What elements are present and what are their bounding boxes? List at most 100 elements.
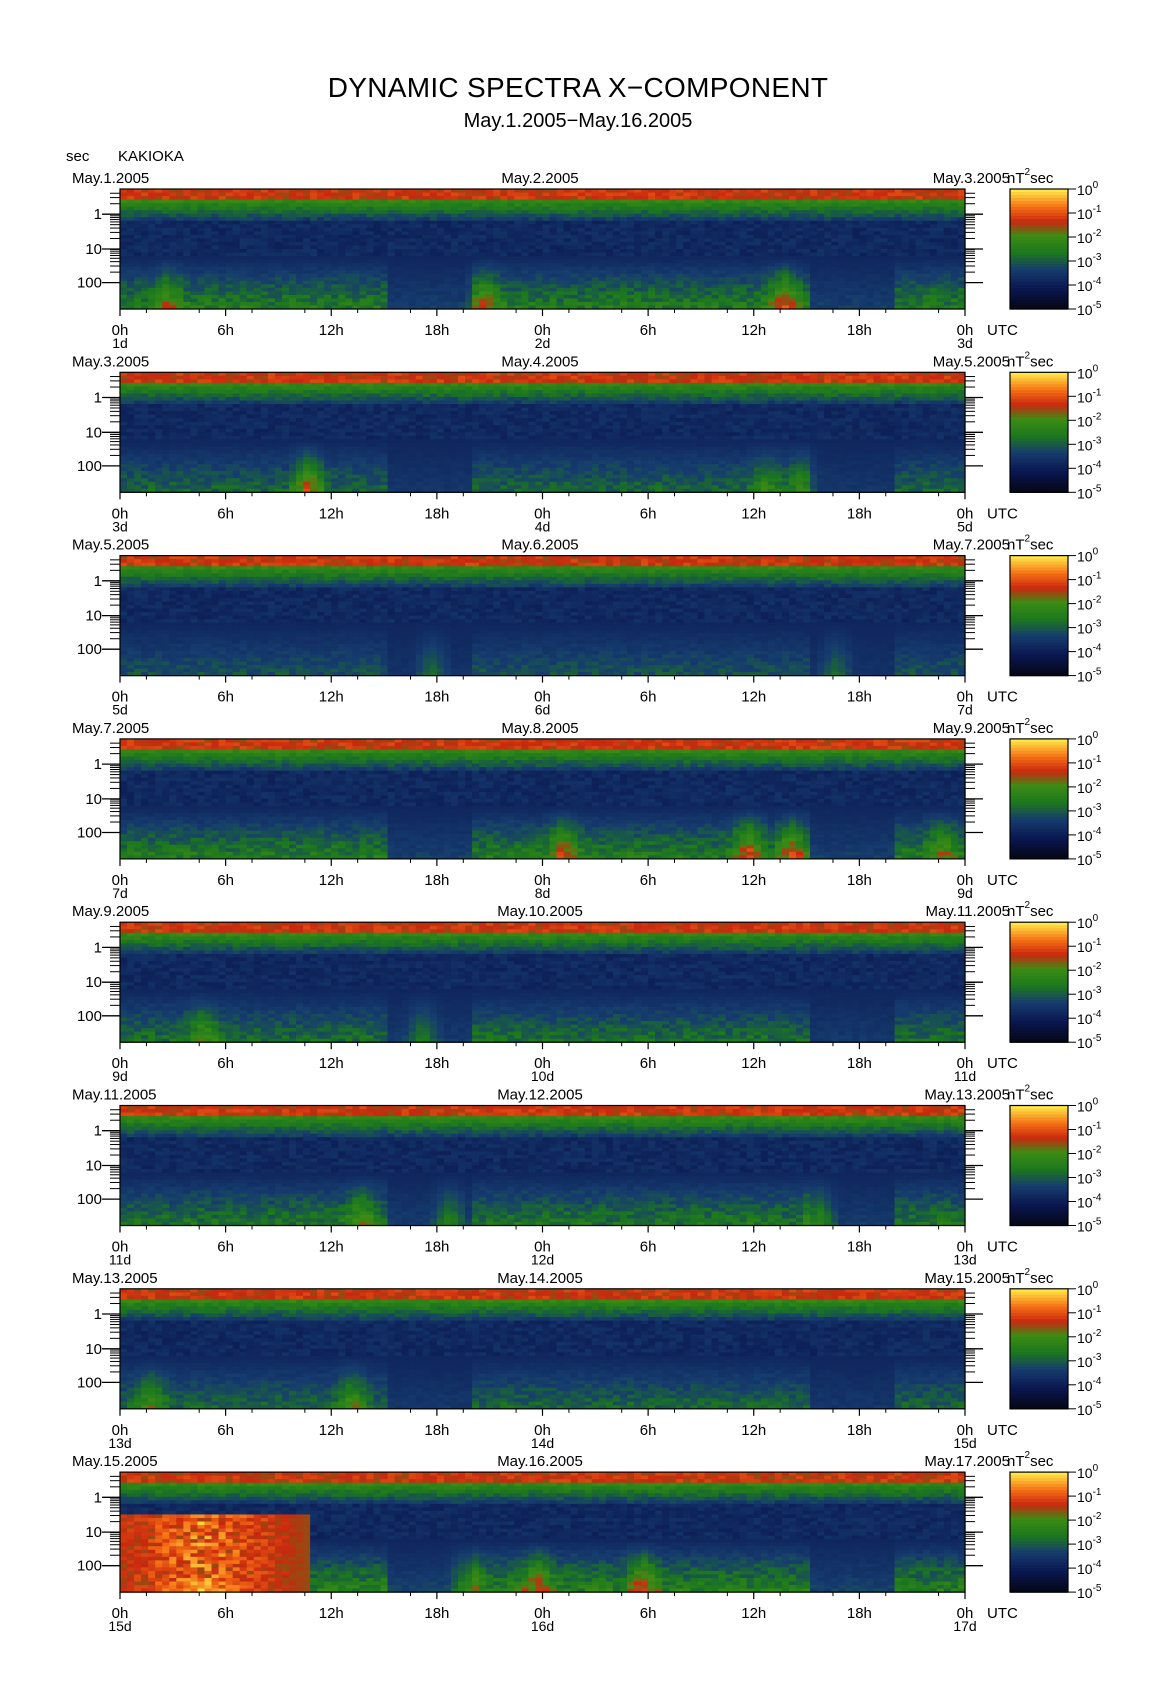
heatmap-cell bbox=[148, 267, 156, 271]
heatmap-cell bbox=[155, 200, 163, 204]
heatmap-cell bbox=[268, 263, 276, 267]
heatmap-cell bbox=[127, 298, 135, 302]
heatmap-cell bbox=[240, 302, 248, 306]
heatmap-cell bbox=[155, 228, 163, 232]
heatmap-cell bbox=[240, 260, 248, 264]
heatmap-cell bbox=[324, 277, 332, 281]
heatmap-cell bbox=[134, 253, 142, 257]
heatmap-cell bbox=[254, 217, 262, 221]
heatmap-cell bbox=[183, 284, 191, 288]
heatmap-cell bbox=[324, 221, 332, 225]
heatmap-cell bbox=[141, 270, 149, 274]
heatmap-cell bbox=[120, 193, 128, 197]
heatmap-cell bbox=[268, 196, 276, 200]
heatmap-cell bbox=[254, 260, 262, 264]
heatmap-cell bbox=[169, 260, 177, 264]
heatmap-cell bbox=[169, 231, 177, 235]
heatmap-cell bbox=[190, 295, 198, 299]
heatmap-cell bbox=[268, 200, 276, 204]
heatmap-cell bbox=[190, 217, 198, 221]
heatmap-cell bbox=[289, 231, 297, 235]
heatmap-cell bbox=[162, 298, 170, 302]
heatmap-cell bbox=[296, 200, 304, 204]
heatmap-cell bbox=[317, 295, 325, 299]
heatmap-cell bbox=[303, 256, 311, 260]
heatmap-cell bbox=[120, 189, 128, 193]
heatmap-cell bbox=[282, 281, 290, 285]
heatmap-cell bbox=[289, 203, 297, 207]
heatmap-cell bbox=[296, 302, 304, 306]
heatmap-cell bbox=[275, 189, 283, 193]
heatmap-cell bbox=[289, 217, 297, 221]
heatmap-cell bbox=[169, 267, 177, 271]
heatmap-cell bbox=[233, 281, 241, 285]
heatmap-cell bbox=[289, 267, 297, 271]
heatmap-cell bbox=[296, 270, 304, 274]
heatmap-cell bbox=[268, 210, 276, 214]
heatmap-cell bbox=[240, 214, 248, 218]
heatmap-cell bbox=[296, 263, 304, 267]
heatmap-cell bbox=[183, 274, 191, 278]
heatmap-cell bbox=[219, 263, 227, 267]
heatmap-cell bbox=[261, 245, 269, 249]
heatmap-cell bbox=[205, 217, 213, 221]
heatmap-cell bbox=[127, 193, 135, 197]
heatmap-cell bbox=[212, 253, 220, 257]
heatmap-cell bbox=[190, 228, 198, 232]
heatmap-cell bbox=[134, 189, 142, 193]
heatmap-cell bbox=[324, 253, 332, 257]
heatmap-cell bbox=[317, 221, 325, 225]
heatmap-cell bbox=[169, 245, 177, 249]
heatmap-cell bbox=[247, 200, 255, 204]
heatmap-cell bbox=[148, 256, 156, 260]
heatmap-cell bbox=[190, 284, 198, 288]
heatmap-cell bbox=[197, 267, 205, 271]
heatmap-cell bbox=[240, 238, 248, 242]
heatmap-cell bbox=[183, 270, 191, 274]
heatmap-cell bbox=[183, 235, 191, 239]
heatmap-cell bbox=[183, 221, 191, 225]
heatmap-cell bbox=[296, 277, 304, 281]
heatmap-cell bbox=[268, 238, 276, 242]
heatmap-cell bbox=[134, 263, 142, 267]
heatmap-cell bbox=[331, 302, 339, 306]
heatmap-cell bbox=[226, 228, 234, 232]
heatmap-cell bbox=[141, 214, 149, 218]
heatmap-cell bbox=[331, 260, 339, 264]
heatmap-cell bbox=[296, 207, 304, 211]
heatmap-cell bbox=[197, 277, 205, 281]
heatmap-cell bbox=[247, 242, 255, 246]
heatmap-cell bbox=[289, 214, 297, 218]
heatmap-cell bbox=[289, 260, 297, 264]
heatmap-cell bbox=[134, 274, 142, 278]
heatmap-cell bbox=[219, 274, 227, 278]
heatmap-cell bbox=[120, 274, 128, 278]
heatmap-cell bbox=[120, 260, 128, 264]
heatmap-cell bbox=[134, 221, 142, 225]
heatmap-cell bbox=[134, 235, 142, 239]
heatmap-cell bbox=[226, 238, 234, 242]
heatmap-cell bbox=[219, 260, 227, 264]
heatmap-cell bbox=[233, 200, 241, 204]
heatmap-cell bbox=[197, 238, 205, 242]
heatmap-cell bbox=[324, 263, 332, 267]
heatmap-cell bbox=[289, 193, 297, 197]
heatmap-cell bbox=[205, 284, 213, 288]
heatmap-cell bbox=[310, 249, 318, 253]
heatmap-cell bbox=[296, 253, 304, 257]
heatmap-cell bbox=[190, 274, 198, 278]
heatmap-cell bbox=[254, 238, 262, 242]
heatmap-cell bbox=[275, 291, 283, 295]
heatmap-cell bbox=[162, 235, 170, 239]
heatmap-cell bbox=[176, 284, 184, 288]
heatmap-cell bbox=[183, 207, 191, 211]
heatmap-cell bbox=[205, 249, 213, 253]
heatmap-cell bbox=[155, 210, 163, 214]
heatmap-cell bbox=[289, 210, 297, 214]
heatmap-cell bbox=[331, 253, 339, 257]
heatmap-cell bbox=[268, 274, 276, 278]
heatmap-cell bbox=[162, 263, 170, 267]
heatmap-cell bbox=[303, 207, 311, 211]
heatmap-cell bbox=[310, 207, 318, 211]
heatmap-cell bbox=[205, 281, 213, 285]
